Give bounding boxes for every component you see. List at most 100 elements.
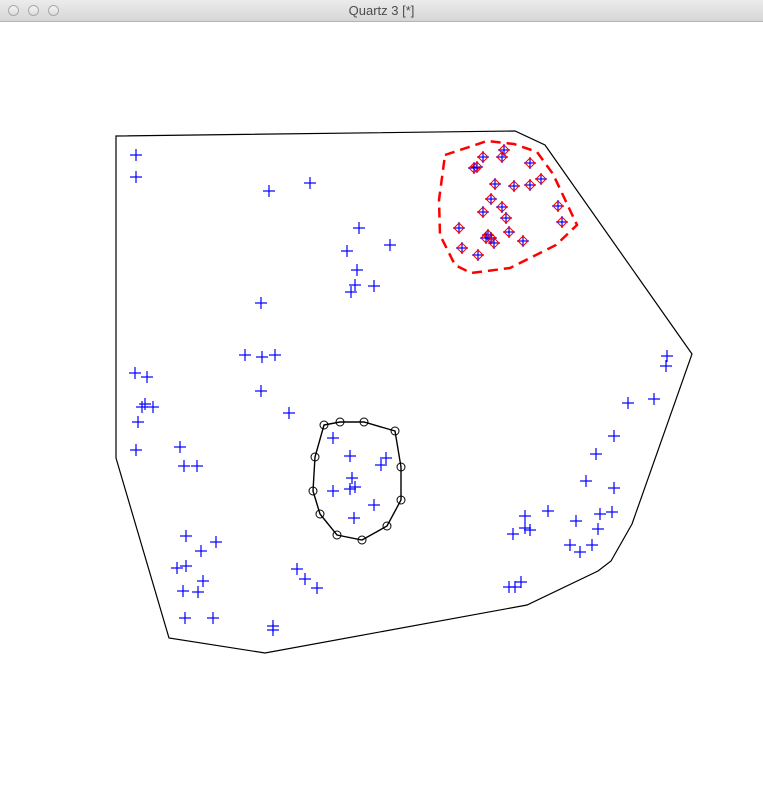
cluster-plus-marker	[503, 226, 515, 238]
plus-marker	[256, 351, 268, 363]
cluster-plus-marker	[489, 178, 501, 190]
plus-marker	[139, 398, 151, 410]
plus-marker	[341, 245, 353, 257]
cluster-plus-marker	[496, 151, 508, 163]
plus-marker	[207, 612, 219, 624]
cluster-plus-marker	[535, 173, 547, 185]
plus-marker	[564, 539, 576, 551]
diamond-marker	[488, 237, 500, 249]
plus-marker	[661, 350, 673, 362]
plus-marker	[291, 563, 303, 575]
plus-marker	[195, 545, 207, 557]
diamond-marker	[524, 179, 536, 191]
title-bar[interactable]: Quartz 3 [*]	[0, 0, 763, 22]
plus-marker	[515, 576, 527, 588]
diamond-marker	[456, 242, 468, 254]
plus-marker	[580, 475, 592, 487]
plus-marker	[344, 483, 356, 495]
plus-marker	[269, 349, 281, 361]
quartz-canvas[interactable]	[0, 22, 763, 785]
diamond-marker	[556, 216, 568, 228]
circle-marker	[315, 509, 325, 519]
plus-marker	[375, 459, 387, 471]
plus-marker	[590, 448, 602, 460]
minimize-button[interactable]	[28, 5, 39, 16]
plus-marker	[327, 485, 339, 497]
diamond-marker	[517, 235, 529, 247]
plus-marker	[648, 393, 660, 405]
plus-marker	[171, 562, 183, 574]
diamond-marker	[489, 178, 501, 190]
plus-marker	[368, 499, 380, 511]
cluster-plus-marker	[477, 151, 489, 163]
plus-marker	[384, 239, 396, 251]
plus-marker	[129, 367, 141, 379]
diamond-marker	[552, 200, 564, 212]
window-title: Quartz 3 [*]	[348, 3, 415, 18]
cluster-plus-marker	[524, 179, 536, 191]
plus-marker	[592, 523, 604, 535]
zoom-button[interactable]	[48, 5, 59, 16]
diamond-marker	[500, 212, 512, 224]
plus-marker	[519, 522, 531, 534]
plot-svg	[115, 130, 693, 654]
plus-marker	[191, 460, 203, 472]
circle-marker	[359, 417, 369, 427]
plus-marker	[351, 264, 363, 276]
plus-marker	[130, 444, 142, 456]
plus-marker	[147, 401, 159, 413]
close-button[interactable]	[8, 5, 19, 16]
plus-marker	[349, 279, 361, 291]
plus-marker	[380, 452, 392, 464]
plus-marker	[255, 385, 267, 397]
cluster-plus-marker	[517, 235, 529, 247]
plus-marker	[192, 586, 204, 598]
circle-marker	[310, 452, 320, 462]
plus-marker	[283, 407, 295, 419]
diamond-marker	[508, 180, 520, 192]
plus-marker	[179, 612, 191, 624]
cluster-plus-marker	[453, 222, 465, 234]
plus-marker	[574, 546, 586, 558]
cluster-plus-marker	[500, 212, 512, 224]
diamond-marker	[453, 222, 465, 234]
circle-marker	[390, 426, 400, 436]
circle-marker	[308, 486, 318, 496]
plus-marker	[524, 524, 536, 536]
plus-marker	[348, 512, 360, 524]
circle-marker	[396, 495, 406, 505]
diamond-marker	[468, 162, 480, 174]
plus-marker	[346, 472, 358, 484]
plus-marker	[174, 441, 186, 453]
plus-marker	[660, 360, 672, 372]
diamond-marker	[485, 193, 497, 205]
plus-marker	[267, 624, 279, 636]
cluster-plus-marker	[480, 232, 492, 244]
plus-marker	[622, 397, 634, 409]
cluster-plus-marker	[488, 237, 500, 249]
outer-hull-polygon	[115, 130, 693, 654]
circle-marker	[396, 462, 406, 472]
circle-marker	[335, 417, 345, 427]
plus-marker	[136, 401, 148, 413]
plus-marker	[327, 432, 339, 444]
circle-marker	[332, 530, 342, 540]
diamond-marker	[472, 249, 484, 261]
plus-marker	[130, 171, 142, 183]
diamond-marker	[524, 157, 536, 169]
cluster-plus-marker	[468, 162, 480, 174]
cluster-plus-marker	[496, 201, 508, 213]
plus-marker	[349, 481, 361, 493]
diamond-marker	[498, 144, 510, 156]
plus-marker	[197, 575, 209, 587]
plus-marker	[353, 222, 365, 234]
plus-marker	[180, 530, 192, 542]
plus-marker	[570, 515, 582, 527]
cluster-plus-marker	[508, 180, 520, 192]
plus-marker	[608, 482, 620, 494]
plus-marker	[519, 510, 531, 522]
plus-marker	[542, 505, 554, 517]
plus-marker	[344, 450, 356, 462]
cluster-plus-marker	[556, 216, 568, 228]
diamond-marker	[535, 173, 547, 185]
